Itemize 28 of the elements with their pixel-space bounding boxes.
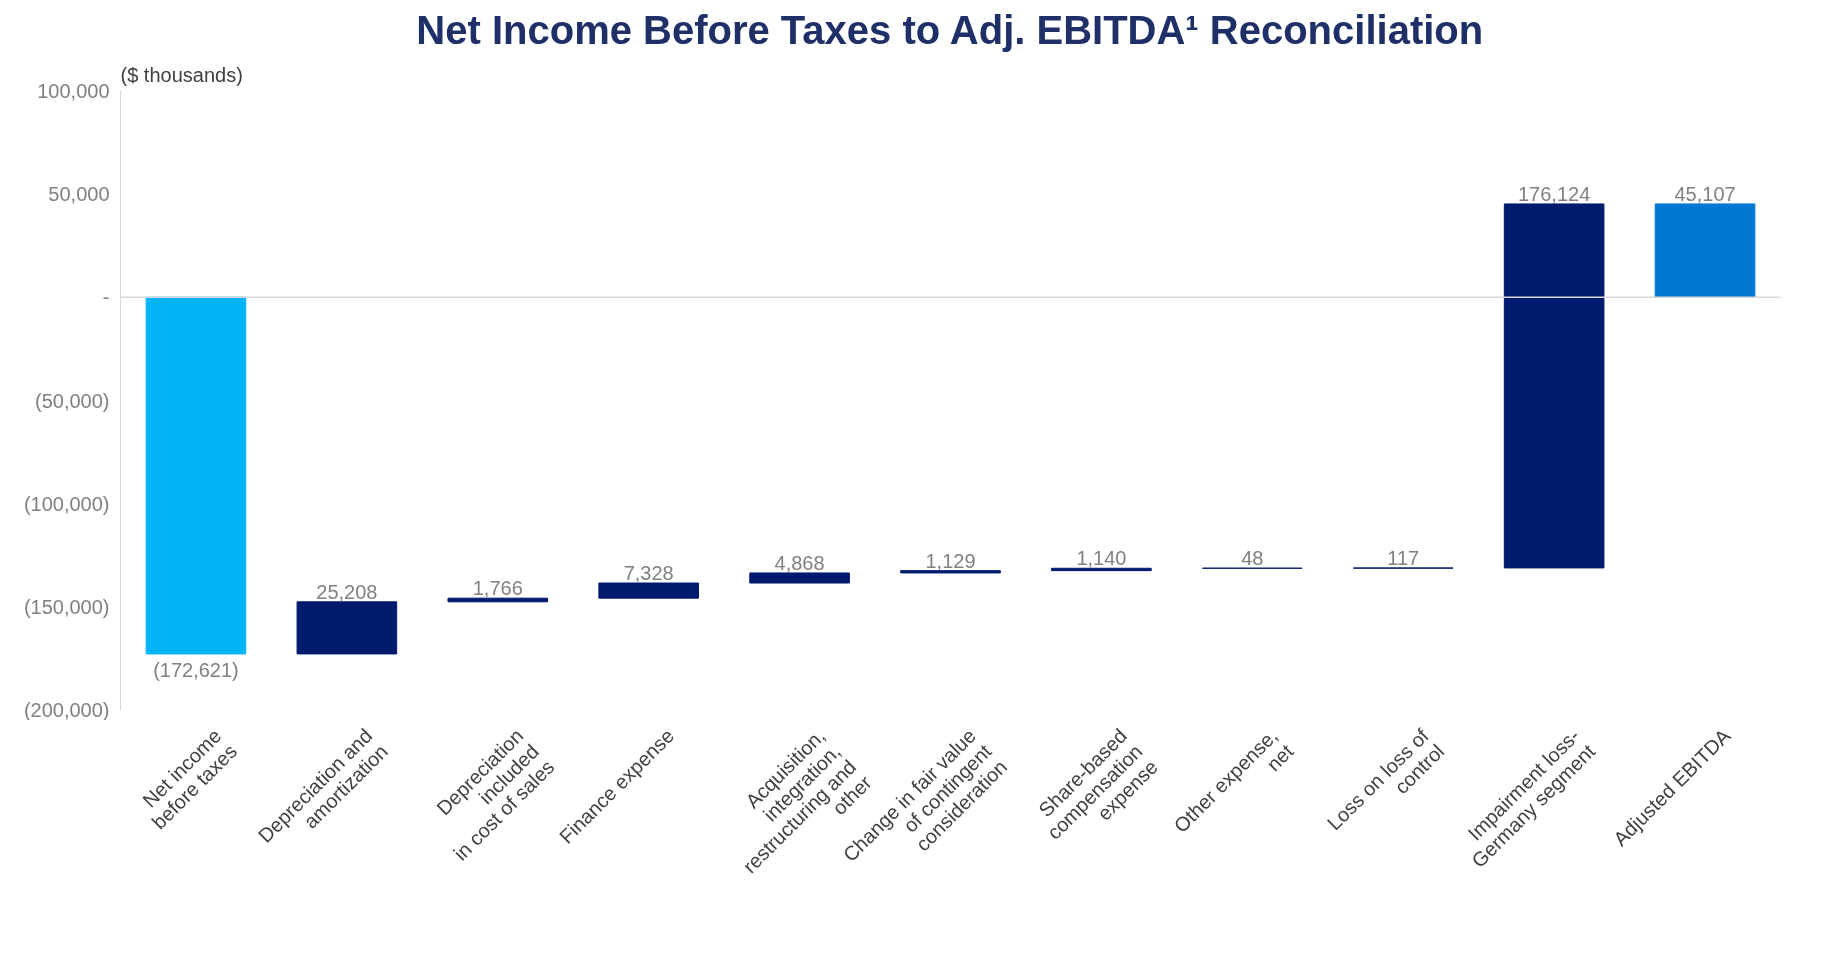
chart-title: Net Income Before Taxes to Adj. EBITDA¹ Reconciliation: [416, 7, 1484, 52]
data-label: 117: [1387, 546, 1420, 569]
bar: [145, 296, 247, 655]
data-label: 176,124: [1517, 182, 1591, 205]
data-label: 45,107: [1674, 182, 1736, 205]
y-tick-label: (50,000): [35, 389, 110, 412]
y-tick-label: (200,000): [23, 698, 110, 721]
bar: [1051, 567, 1152, 572]
data-label: 1,766: [472, 577, 523, 600]
bar: [1654, 203, 1756, 298]
data-label: 1,129: [925, 549, 976, 572]
data-label: (172,621): [153, 658, 239, 681]
bar: [749, 572, 850, 584]
bar: [1503, 203, 1605, 569]
y-tick-label: (100,000): [23, 492, 110, 515]
data-label: 48: [1241, 547, 1264, 570]
y-tick-label: -: [102, 286, 110, 309]
data-label: 4,868: [774, 551, 825, 574]
data-label: 1,140: [1076, 547, 1127, 570]
bar: [900, 570, 1001, 574]
data-label: 25,208: [316, 580, 378, 603]
bar: [296, 601, 398, 655]
bar: [598, 582, 699, 599]
data-label: 7,328: [623, 562, 674, 585]
text: ($ thousands): [120, 63, 243, 86]
y-tick-label: 100,000: [37, 79, 110, 102]
y-tick-label: 50,000: [48, 182, 110, 205]
y-tick-label: (150,000): [23, 596, 110, 619]
